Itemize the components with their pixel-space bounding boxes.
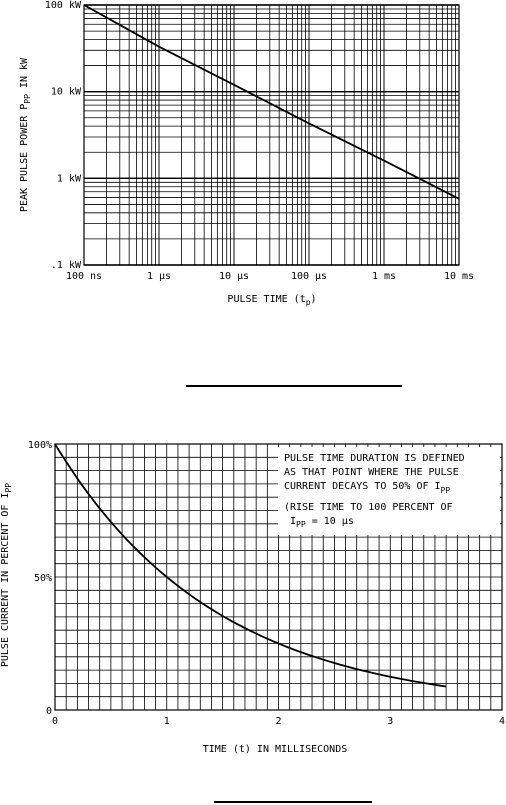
x-tick-label: 0 bbox=[52, 716, 58, 727]
y-tick-label: 50% bbox=[34, 573, 52, 584]
x-tick-label: 3 bbox=[387, 716, 393, 727]
y-tick-label: 0 bbox=[46, 706, 52, 717]
peak-power-plot-frame bbox=[83, 4, 460, 266]
pulse-current-x-tick-labels: 0 1 2 3 4 bbox=[52, 716, 505, 727]
peak-power-x-axis-title: PULSE TIME (tp) bbox=[227, 294, 316, 307]
pulse-current-y-tick-labels: 0 50% 100% bbox=[28, 440, 52, 717]
y-tick-label: .1 kW bbox=[51, 260, 82, 271]
note-line-1: PULSE TIME DURATION IS DEFINED bbox=[284, 453, 465, 464]
peak-power-y-axis-title: PEAK PULSE POWER PPP IN kW bbox=[19, 57, 32, 212]
peak-power-derating-curve bbox=[83, 4, 460, 200]
note-line-5: IPP = 10 µs bbox=[290, 516, 354, 529]
x-tick-label: 100 ns bbox=[66, 271, 102, 282]
peak-power-y-tick-labels: .1 kW 1 kW 10 kW 100 kW bbox=[45, 0, 82, 271]
pulse-current-plot-frame bbox=[54, 443, 503, 711]
pulse-current-y-axis-title: PULSE CURRENT IN PERCENT OF IPP bbox=[0, 483, 13, 667]
pulse-current-x-axis-title: TIME (t) IN MILLISECONDS bbox=[203, 744, 348, 755]
x-tick-label: 100 µs bbox=[291, 271, 327, 282]
x-tick-label: 10 µs bbox=[219, 271, 249, 282]
note-line-2: AS THAT POINT WHERE THE PULSE bbox=[284, 467, 459, 478]
pulse-definition-note-box bbox=[278, 447, 500, 535]
x-tick-label: 2 bbox=[275, 716, 281, 727]
y-tick-label: 100% bbox=[28, 440, 52, 451]
y-tick-label: 100 kW bbox=[45, 0, 82, 11]
peak-power-grid bbox=[83, 4, 460, 266]
y-tick-label: 1 kW bbox=[57, 173, 82, 184]
pulse-current-chart: PULSE TIME DURATION IS DEFINED AS THAT P… bbox=[0, 440, 505, 755]
pulse-definition-note: PULSE TIME DURATION IS DEFINED AS THAT P… bbox=[284, 453, 465, 529]
x-tick-label: 1 ms bbox=[372, 271, 396, 282]
peak-power-x-tick-labels: 100 ns 1 µs 10 µs 100 µs 1 ms 10 ms bbox=[66, 271, 474, 282]
x-tick-label: 1 bbox=[164, 716, 170, 727]
x-tick-label: 1 µs bbox=[147, 271, 171, 282]
x-tick-label: 10 ms bbox=[444, 271, 474, 282]
pulse-current-decay-curve bbox=[54, 443, 447, 688]
x-tick-label: 4 bbox=[499, 716, 505, 727]
note-line-3: CURRENT DECAYS TO 50% OF IPP bbox=[284, 481, 450, 495]
note-line-4: (RISE TIME TO 100 PERCENT OF bbox=[284, 502, 453, 513]
y-tick-label: 10 kW bbox=[51, 87, 82, 98]
